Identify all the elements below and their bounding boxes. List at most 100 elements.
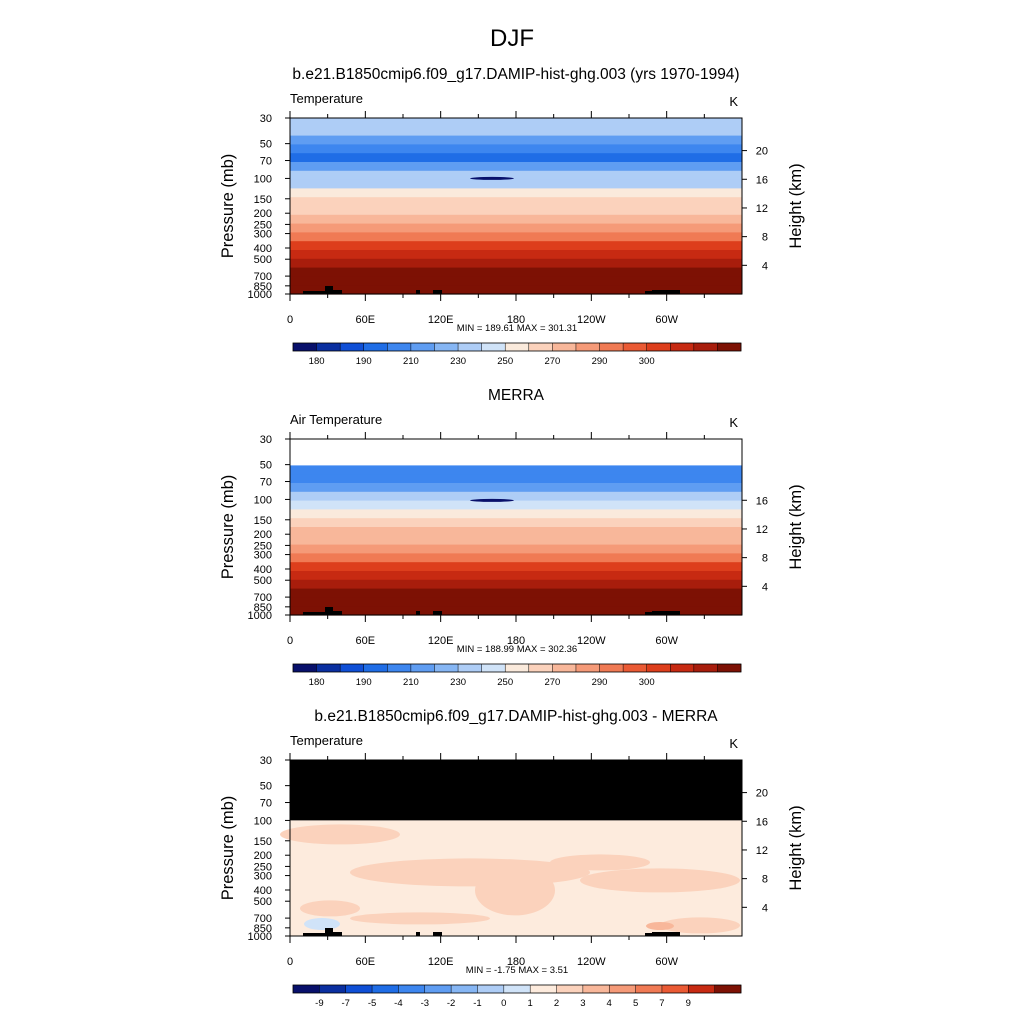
y-tick-label: 500 <box>254 254 272 266</box>
contour-band <box>290 562 742 572</box>
contour-band <box>290 553 742 563</box>
colorbar-label: -7 <box>341 998 349 1009</box>
colorbar-swatch <box>398 985 426 993</box>
x-tick-label: 0 <box>287 956 293 968</box>
colorbar-label: 1 <box>528 998 533 1009</box>
colorbar-swatch <box>481 664 506 672</box>
colorbar-swatch <box>293 985 320 993</box>
x-tick-label: 60W <box>655 956 678 968</box>
anomaly-blob <box>475 865 555 916</box>
colorbar-label: 230 <box>450 677 466 688</box>
y-tick-label: 300 <box>254 871 272 883</box>
colorbar-swatch <box>363 664 388 672</box>
x-tick-label: 60W <box>655 635 678 647</box>
y2-axis-label: Height (km) <box>787 805 805 890</box>
colorbar-swatch <box>693 664 718 672</box>
y-tick-label: 700 <box>254 913 272 925</box>
colorbar-swatch <box>599 664 624 672</box>
y-tick-label: 250 <box>254 540 272 552</box>
y-tick-label: 100 <box>254 494 272 506</box>
y-tick-label: 1000 <box>248 610 272 622</box>
panel-units-label: K <box>729 94 738 109</box>
stats-label: MIN = 188.99 MAX = 302.36 <box>457 644 577 655</box>
colorbar-swatch <box>363 343 388 351</box>
height-tick-label: 4 <box>762 581 768 593</box>
colorbar-swatch <box>552 664 577 672</box>
height-tick-label: 12 <box>756 524 768 536</box>
colorbar-swatch <box>582 985 610 993</box>
colorbar-frame <box>292 342 742 352</box>
x-tick-label: 120W <box>577 314 606 326</box>
contour-band <box>290 588 742 598</box>
y-tick-label: 150 <box>254 836 272 848</box>
colorbar-swatch <box>503 985 531 993</box>
y-tick-label: 700 <box>254 592 272 604</box>
cool-anomaly <box>304 918 340 930</box>
colorbar-swatch <box>575 664 600 672</box>
colorbar-swatch <box>505 343 530 351</box>
plot-field <box>290 118 742 295</box>
colorbar-swatch <box>316 664 341 672</box>
stats-label: MIN = 189.61 MAX = 301.31 <box>457 323 577 334</box>
anomaly-blob <box>660 917 740 934</box>
x-tick-label: 180 <box>507 635 525 647</box>
colorbar-swatch <box>552 343 577 351</box>
colorbar-swatch <box>410 664 435 672</box>
colorbar-swatch <box>424 985 452 993</box>
height-tick-label: 16 <box>756 816 768 828</box>
x-tick-label: 0 <box>287 314 293 326</box>
y-tick-label: 850 <box>254 923 272 935</box>
y-tick-label: 70 <box>260 156 272 168</box>
contour-band <box>290 214 742 225</box>
contour-band <box>290 170 742 181</box>
panel-left-label: Temperature <box>290 733 363 748</box>
colorbar-label: 4 <box>607 998 612 1009</box>
colorbar-label: -2 <box>447 998 455 1009</box>
cold-spot <box>470 176 514 180</box>
y-tick-label: 30 <box>260 434 272 446</box>
height-tick-label: 8 <box>762 232 768 244</box>
figure-title: DJF <box>490 25 534 52</box>
colorbar-swatch <box>372 985 399 993</box>
colorbar-swatch <box>575 343 600 351</box>
anomaly-blob <box>280 824 400 845</box>
y-tick-label: 700 <box>254 271 272 283</box>
height-tick-label: 16 <box>756 174 768 186</box>
colorbar-swatch <box>410 343 435 351</box>
x-tick-label: 120W <box>577 635 606 647</box>
colorbar-swatch <box>293 343 317 351</box>
masked-region <box>290 760 742 821</box>
x-tick-label: 180 <box>507 956 525 968</box>
colorbar-swatch <box>451 985 478 993</box>
x-tick-label: 60E <box>356 314 376 326</box>
colorbar-label: 0 <box>501 998 506 1009</box>
panel-units-label: K <box>729 415 738 430</box>
colorbar-label: -9 <box>315 998 323 1009</box>
contour-band <box>290 456 742 466</box>
contour-band <box>290 258 742 269</box>
contour-band <box>290 179 742 189</box>
y2-axis-label: Height (km) <box>787 484 805 569</box>
contour-band <box>290 571 742 581</box>
colorbar-swatch <box>387 664 412 672</box>
contour-band <box>290 188 742 198</box>
contour-band <box>290 232 742 242</box>
x-tick-label: 60E <box>356 635 376 647</box>
height-tick-label: 16 <box>756 495 768 507</box>
colorbar-label: 290 <box>592 677 608 688</box>
colorbar-swatch <box>481 343 506 351</box>
height-tick-label: 8 <box>762 874 768 886</box>
y-tick-label: 100 <box>254 173 272 185</box>
colorbar-swatch <box>635 985 663 993</box>
height-tick-label: 4 <box>762 260 768 272</box>
colorbar-label: 190 <box>356 356 372 367</box>
colorbar-label: 9 <box>686 998 691 1009</box>
y-axis-label: Pressure (mb) <box>219 796 237 901</box>
contour-band <box>290 474 742 484</box>
colorbar-swatch <box>717 664 742 672</box>
warm-anomaly <box>646 922 674 930</box>
colorbar-swatch <box>316 343 341 351</box>
colorbar-swatch <box>623 664 647 672</box>
colorbar-label: 190 <box>356 677 372 688</box>
